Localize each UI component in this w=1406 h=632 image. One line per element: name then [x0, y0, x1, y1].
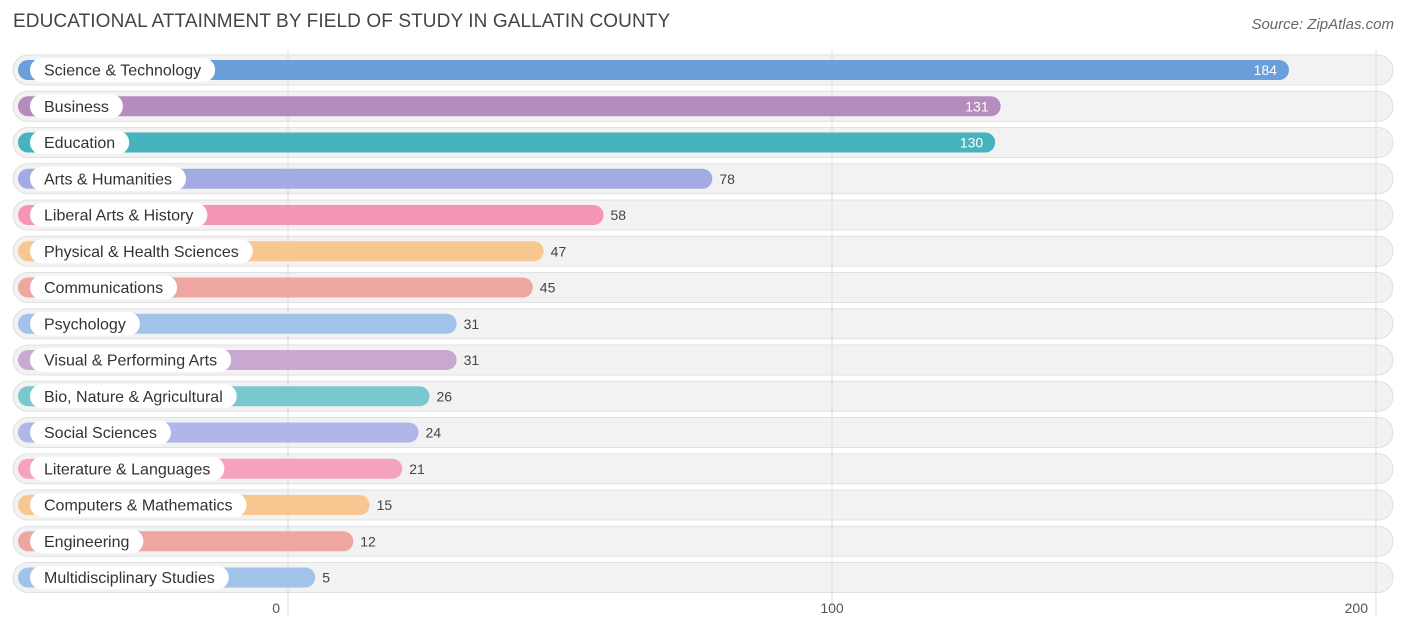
category-label-pill — [30, 529, 144, 554]
category-label-pill — [30, 348, 232, 372]
value-label: 131 — [965, 98, 989, 114]
value-label: 184 — [1254, 62, 1278, 78]
x-tick-label: 100 — [820, 600, 844, 616]
chart-title: EDUCATIONAL ATTAINMENT BY FIELD OF STUDY… — [13, 11, 671, 32]
value-label: 45 — [540, 280, 556, 296]
value-label: 47 — [551, 243, 567, 259]
category-label: Literature & Languages — [44, 461, 210, 478]
category-label: Business — [44, 99, 109, 116]
value-label: 24 — [426, 425, 442, 441]
value-label: 31 — [464, 352, 480, 368]
category-label-pill — [30, 311, 140, 336]
category-label: Multidisciplinary Studies — [44, 570, 215, 587]
category-label: Education — [44, 135, 115, 152]
category-label-pill — [30, 420, 171, 445]
category-label: Liberal Arts & History — [44, 208, 193, 225]
category-label-pill — [30, 384, 237, 409]
bar-education — [18, 132, 996, 153]
x-tick-label: 0 — [272, 600, 280, 616]
category-label-pill — [30, 94, 123, 119]
value-label: 58 — [611, 207, 627, 223]
category-label: Physical & Health Sciences — [44, 244, 239, 261]
category-label: Engineering — [44, 534, 129, 551]
category-label: Communications — [44, 280, 163, 297]
row-track — [12, 525, 1394, 557]
category-label: Social Sciences — [44, 425, 157, 442]
value-label: 78 — [719, 171, 735, 187]
category-label: Arts & Humanities — [44, 171, 172, 188]
bar-science-technology — [18, 60, 1289, 80]
value-label: 12 — [360, 533, 376, 549]
value-label: 21 — [409, 461, 425, 477]
category-label-pill — [30, 166, 187, 191]
category-label-pill — [30, 130, 130, 155]
value-label: 31 — [464, 316, 480, 332]
row-track — [12, 562, 1394, 593]
value-label: 5 — [322, 570, 330, 586]
category-label-pill — [30, 203, 208, 227]
bar-arts-humanities — [18, 168, 713, 189]
category-label-pill — [30, 493, 247, 517]
category-label: Psychology — [44, 316, 126, 333]
value-label: 130 — [960, 135, 984, 151]
category-label: Visual & Performing Arts — [44, 353, 217, 370]
category-label: Science & Technology — [44, 63, 201, 80]
category-label: Computers & Mathematics — [44, 498, 233, 515]
category-label-pill — [30, 239, 253, 264]
source-note: Source: ZipAtlas.com — [1251, 16, 1394, 33]
bar-business — [18, 96, 1001, 117]
value-label: 15 — [377, 497, 393, 513]
category-label-pill — [30, 565, 229, 590]
category-label-pill — [30, 58, 216, 82]
category-label-pill — [30, 275, 178, 300]
category-label: Bio, Nature & Agricultural — [44, 389, 223, 406]
x-tick-label: 200 — [1345, 600, 1369, 616]
category-label-pill — [30, 456, 225, 481]
value-label: 26 — [436, 388, 452, 404]
